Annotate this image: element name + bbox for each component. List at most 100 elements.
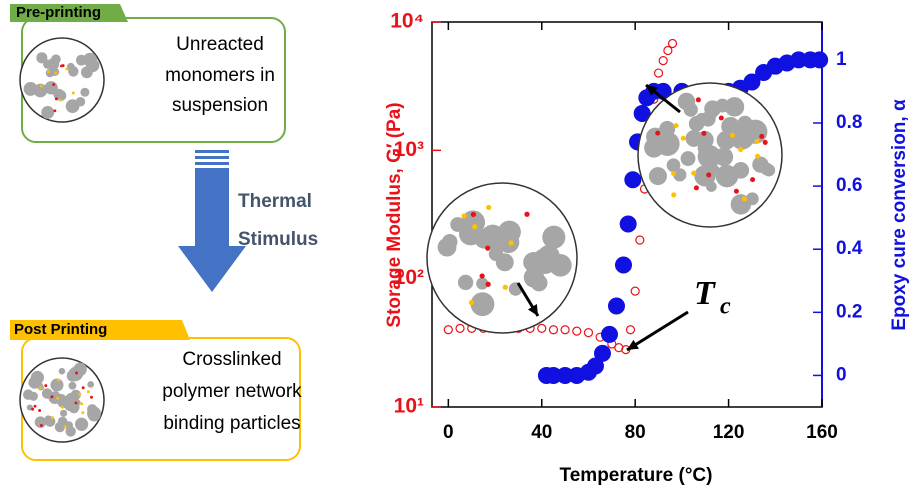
x-tick-label: 0: [443, 422, 454, 443]
monomer: [655, 131, 660, 136]
tc-label: T: [694, 275, 716, 312]
particle: [706, 181, 717, 192]
monomer: [51, 416, 54, 419]
monomer: [34, 405, 37, 408]
monomer: [755, 154, 760, 159]
monomer: [694, 185, 699, 190]
data-point: [620, 216, 636, 232]
monomer: [730, 133, 735, 138]
monomer: [56, 397, 59, 400]
monomer: [54, 71, 57, 74]
particle: [57, 396, 69, 408]
pre-text: Unreacted: [176, 34, 264, 55]
particle: [733, 162, 750, 179]
monomer: [671, 171, 676, 176]
monomer: [39, 386, 42, 389]
monomer: [738, 147, 743, 152]
data-point: [538, 324, 546, 332]
particle: [681, 151, 696, 166]
data-point: [625, 172, 641, 188]
particle: [60, 410, 67, 417]
monomer: [461, 213, 466, 218]
monomer: [75, 371, 78, 374]
data-point: [627, 326, 635, 334]
particle: [28, 376, 40, 388]
x-tick-label: 160: [806, 422, 838, 443]
particle: [715, 148, 734, 167]
y2-tick-label: 0.6: [836, 175, 862, 196]
monomer: [469, 300, 474, 305]
particle: [689, 116, 705, 132]
data-point: [631, 287, 639, 295]
particle: [44, 81, 57, 94]
tc-subscript: c: [720, 294, 731, 320]
monomer: [508, 240, 513, 245]
particle: [678, 93, 695, 110]
monomer: [472, 224, 477, 229]
particle: [86, 59, 99, 72]
particle: [68, 66, 78, 76]
x-tick-label: 120: [713, 422, 745, 443]
data-point: [608, 298, 624, 314]
particle: [489, 247, 503, 261]
monomer: [57, 379, 60, 382]
data-point: [659, 57, 667, 65]
y2-axis-title: Epoxy cure conversion, α: [889, 99, 910, 331]
monomer: [671, 192, 676, 197]
monomer: [44, 384, 47, 387]
monomer: [81, 411, 84, 414]
monomer: [50, 395, 53, 398]
particle: [69, 404, 79, 414]
monomer: [78, 393, 81, 396]
monomer: [485, 245, 490, 250]
monomer: [80, 402, 83, 405]
monomer: [47, 70, 50, 73]
monomer: [719, 115, 724, 120]
pre-tab-label: Pre-printing: [16, 4, 101, 21]
monomer: [82, 386, 85, 389]
data-point: [601, 326, 617, 342]
particle: [763, 164, 775, 176]
monomer: [734, 189, 739, 194]
particle: [481, 225, 505, 249]
data-point: [561, 326, 569, 334]
data-point: [655, 69, 663, 77]
monomer: [486, 205, 491, 210]
particle: [704, 100, 721, 117]
particle: [75, 418, 88, 431]
x-tick-label: 80: [625, 422, 646, 443]
monomer: [40, 424, 43, 427]
monomer: [61, 406, 64, 409]
particle: [65, 426, 75, 436]
y2-tick-label: 0.2: [836, 301, 862, 322]
data-point: [584, 329, 592, 337]
particle: [76, 97, 86, 107]
particle: [80, 88, 89, 97]
post-text: binding particles: [163, 413, 300, 434]
particle: [649, 167, 667, 185]
particle: [29, 392, 38, 401]
y-tick-label: 10³: [394, 138, 424, 161]
page: {"diagram": { "pre": {"tab": "Pre-printi…: [0, 0, 915, 488]
post-text: Crosslinked: [182, 349, 281, 370]
monomer: [471, 212, 476, 217]
particle: [44, 391, 50, 397]
particle: [523, 252, 544, 273]
monomer: [40, 85, 43, 88]
monomer: [90, 396, 93, 399]
particle: [69, 382, 77, 390]
particle: [76, 55, 87, 66]
monomer: [479, 273, 484, 278]
monomer: [759, 134, 764, 139]
data-point: [615, 257, 631, 273]
y2-tick-label: 0.4: [836, 238, 863, 259]
monomer: [742, 196, 747, 201]
y-tick-label: 10¹: [394, 395, 424, 418]
monomer: [503, 285, 508, 290]
x-tick-label: 40: [531, 422, 552, 443]
particle: [58, 417, 68, 427]
data-point: [669, 39, 677, 47]
x-axis-title: Temperature (°C): [560, 465, 713, 486]
monomer: [696, 97, 701, 102]
particle: [24, 82, 38, 96]
